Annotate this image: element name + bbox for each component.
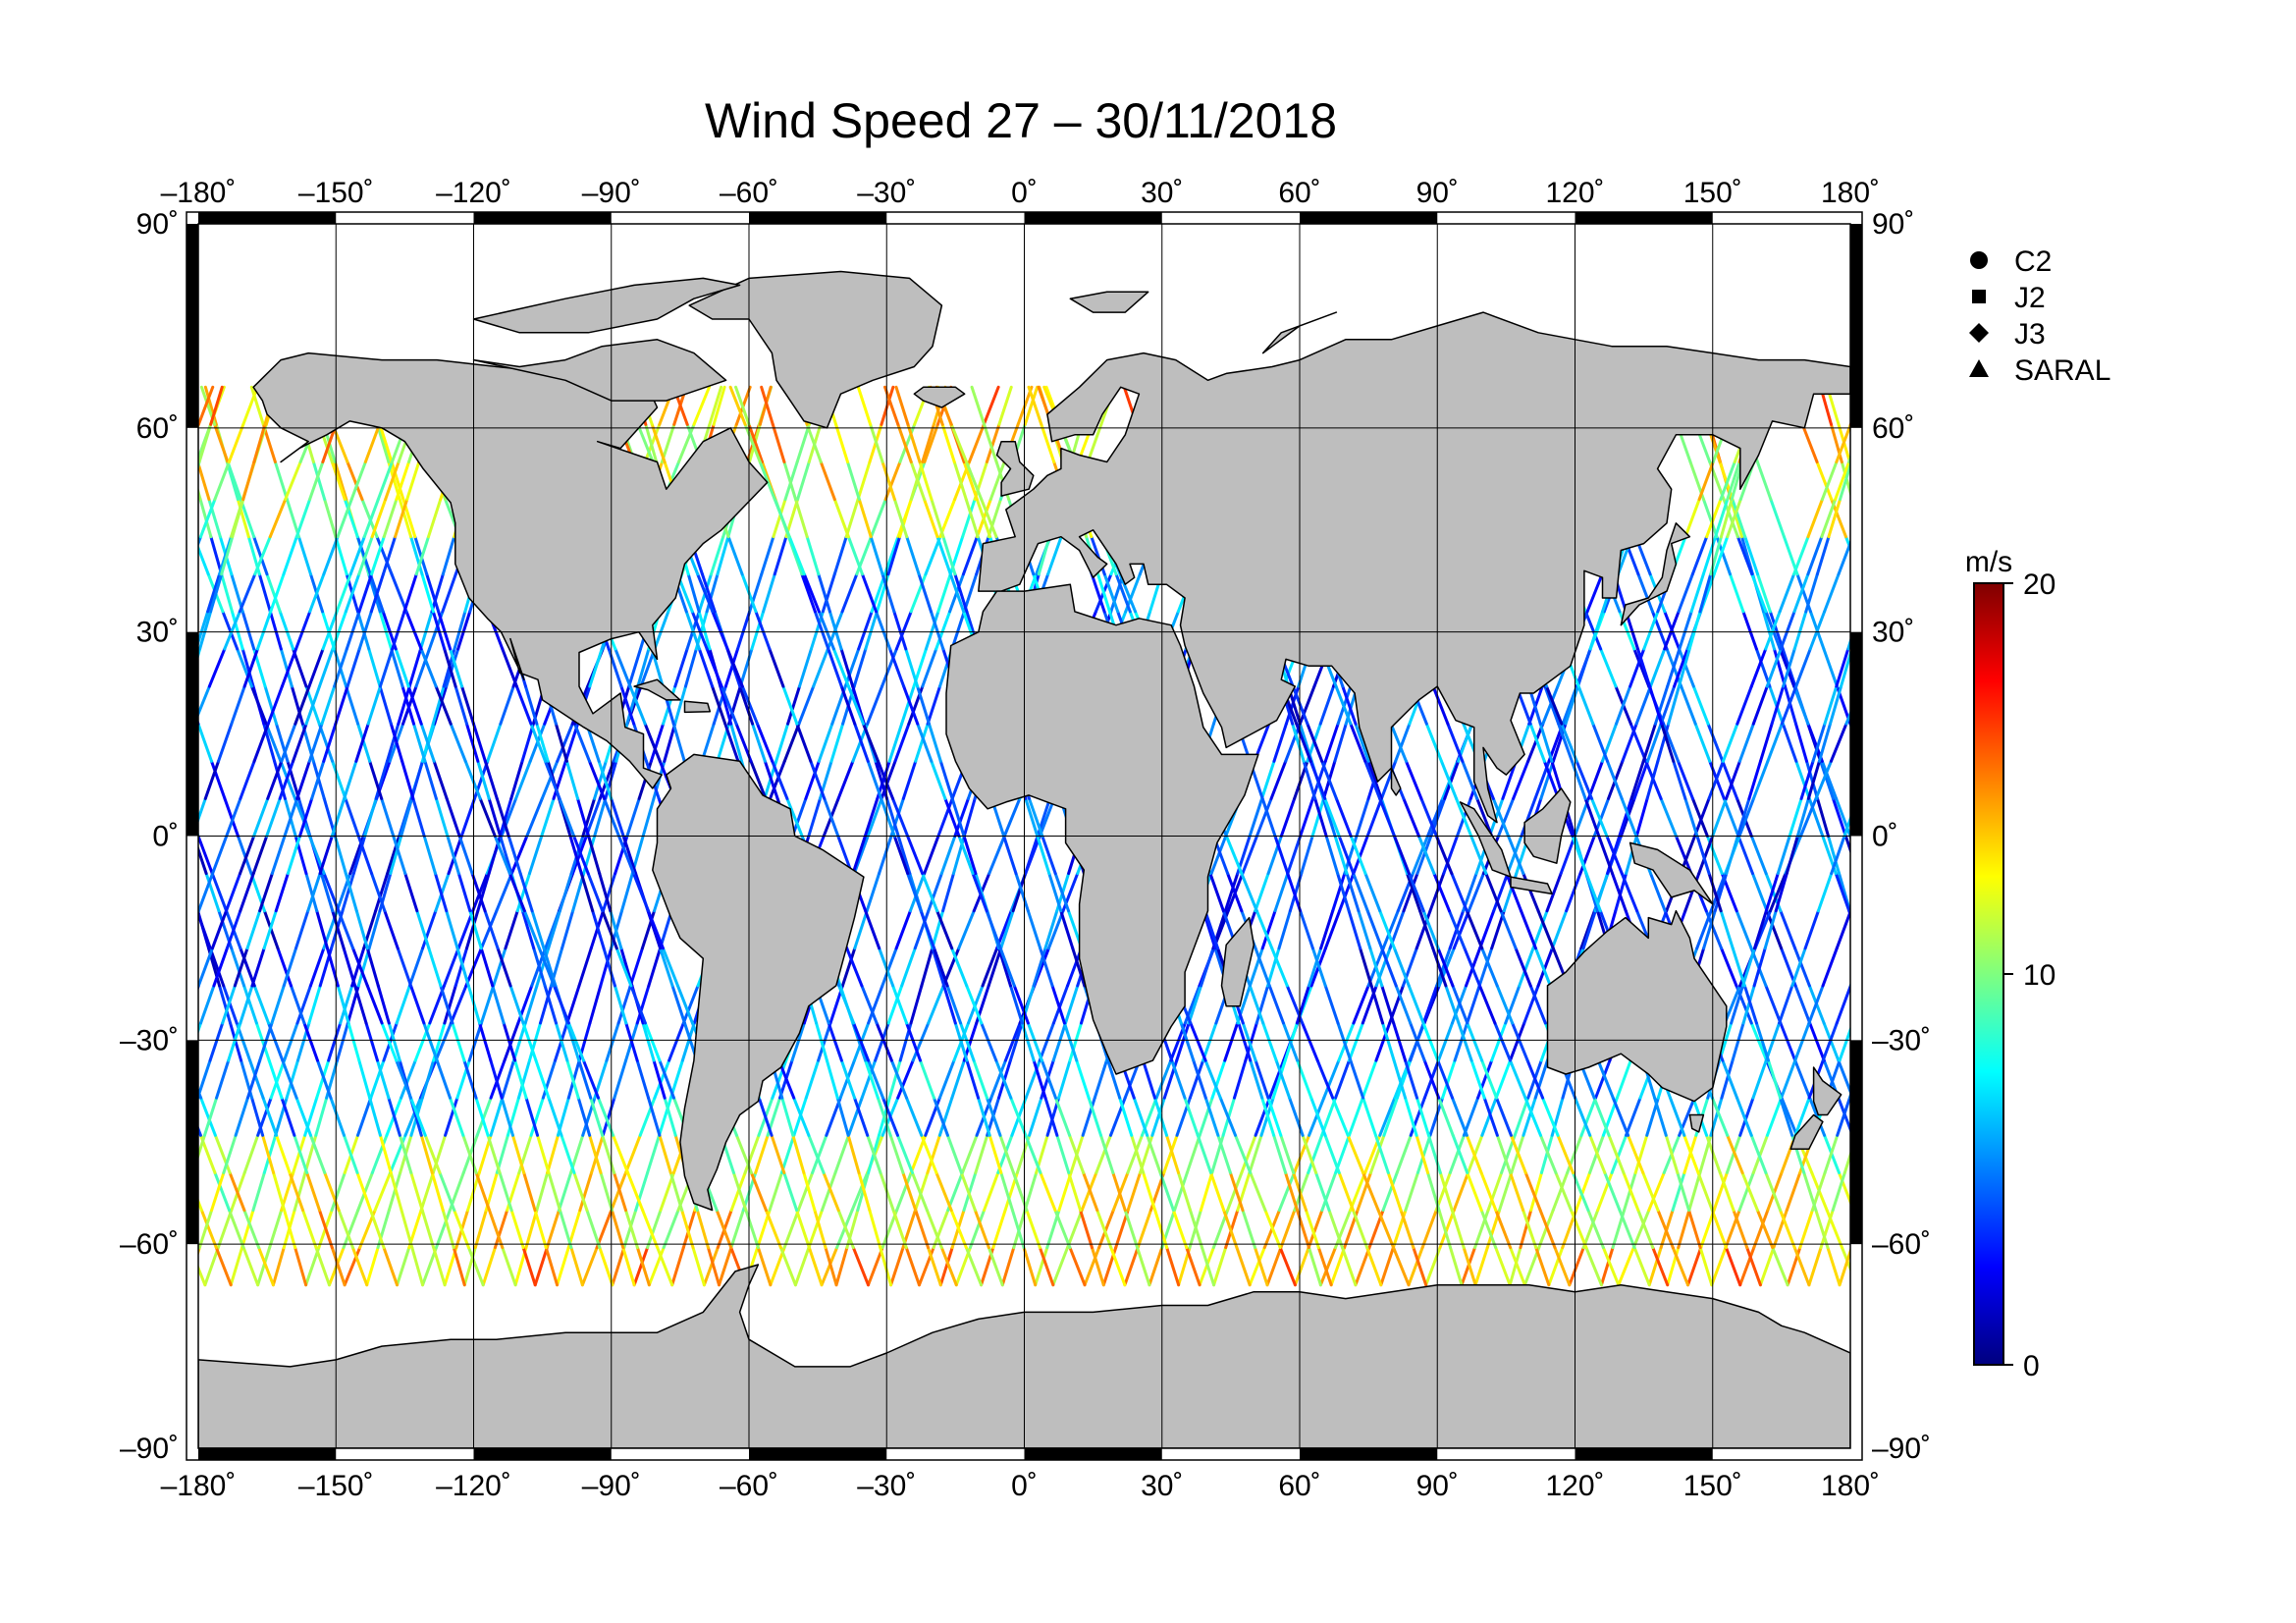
x-tick-label-top: –150˚ <box>298 177 374 209</box>
legend-label: J2 <box>2014 282 2046 314</box>
colorbar-unit: m/s <box>1965 546 2012 578</box>
x-tick-label-bottom: 120˚ <box>1545 1470 1604 1502</box>
x-tick-label-bottom: –150˚ <box>298 1470 374 1502</box>
circle-marker-icon <box>1970 251 1988 269</box>
x-tick-label-top: –120˚ <box>436 177 511 209</box>
map-panel <box>186 211 1863 1461</box>
x-tick-label-top: 90˚ <box>1416 177 1459 209</box>
map-frame <box>186 211 1863 1461</box>
colorbar: m/s 20 10 0 <box>1965 546 2056 1382</box>
map-title: Wind Speed 27 – 30/11/2018 <box>705 93 1337 148</box>
triangle-marker-icon <box>1969 359 1989 377</box>
graticule <box>198 224 1850 1448</box>
y-tick-label-right: 30˚ <box>1872 617 1914 649</box>
colorbar-tick-label: 0 <box>2023 1350 2040 1382</box>
y-tick-label-left: 0˚ <box>152 821 179 853</box>
x-tick-label-bottom: 150˚ <box>1683 1470 1742 1502</box>
x-tick-label-top: 150˚ <box>1683 177 1742 209</box>
y-tick-label-left: –30˚ <box>120 1024 179 1056</box>
x-tick-label-bottom: 0˚ <box>1011 1470 1038 1502</box>
legend-label: J3 <box>2014 318 2046 351</box>
x-tick-label-bottom: –90˚ <box>582 1470 641 1502</box>
colorbar-gradient <box>1973 582 2004 1366</box>
x-tick-label-top: –60˚ <box>720 177 778 209</box>
colorbar-tick-label: 20 <box>2023 568 2056 601</box>
y-tick-label-right: –60˚ <box>1872 1228 1931 1261</box>
legend-label: SARAL <box>2014 354 2110 387</box>
x-tick-label-top: 0˚ <box>1011 177 1038 209</box>
square-marker-icon <box>1972 290 1986 303</box>
x-tick-label-bottom: 30˚ <box>1141 1470 1183 1502</box>
x-tick-label-bottom: 90˚ <box>1416 1470 1459 1502</box>
diamond-marker-icon <box>1969 323 1989 343</box>
axis-ticks: –180˚ –180˚ –150˚ –150˚ –120˚ –120˚ –90˚ –90˚ –6… <box>120 177 1931 1502</box>
y-tick-label-left: 30˚ <box>136 617 179 649</box>
x-tick-label-top: 180˚ <box>1821 177 1880 209</box>
x-tick-label-bottom: –180˚ <box>161 1470 237 1502</box>
y-tick-label-right: –90˚ <box>1872 1433 1931 1465</box>
y-tick-label-left: –90˚ <box>120 1433 179 1465</box>
x-tick-label-bottom: 60˚ <box>1278 1470 1320 1502</box>
y-tick-label-left: 90˚ <box>136 208 179 241</box>
x-tick-label-bottom: –60˚ <box>720 1470 778 1502</box>
y-tick-label-right: –30˚ <box>1872 1024 1931 1056</box>
y-tick-label-right: 0˚ <box>1872 821 1898 853</box>
x-tick-label-bottom: –30˚ <box>857 1470 916 1502</box>
x-tick-label-top: 120˚ <box>1545 177 1604 209</box>
x-tick-label-bottom: –120˚ <box>436 1470 511 1502</box>
y-tick-label-right: 60˚ <box>1872 412 1914 445</box>
x-tick-label-top: –180˚ <box>161 177 237 209</box>
x-tick-label-top: 60˚ <box>1278 177 1320 209</box>
y-tick-label-left: –60˚ <box>120 1228 179 1261</box>
x-tick-label-top: –90˚ <box>582 177 641 209</box>
y-tick-label-right: 90˚ <box>1872 208 1914 241</box>
legend-label: C2 <box>2014 245 2052 278</box>
x-tick-label-top: 30˚ <box>1141 177 1183 209</box>
x-tick-label-top: –30˚ <box>857 177 916 209</box>
y-tick-label-left: 60˚ <box>136 412 179 445</box>
colorbar-tick-label: 10 <box>2023 959 2056 992</box>
x-tick-label-bottom: 180˚ <box>1821 1470 1880 1502</box>
